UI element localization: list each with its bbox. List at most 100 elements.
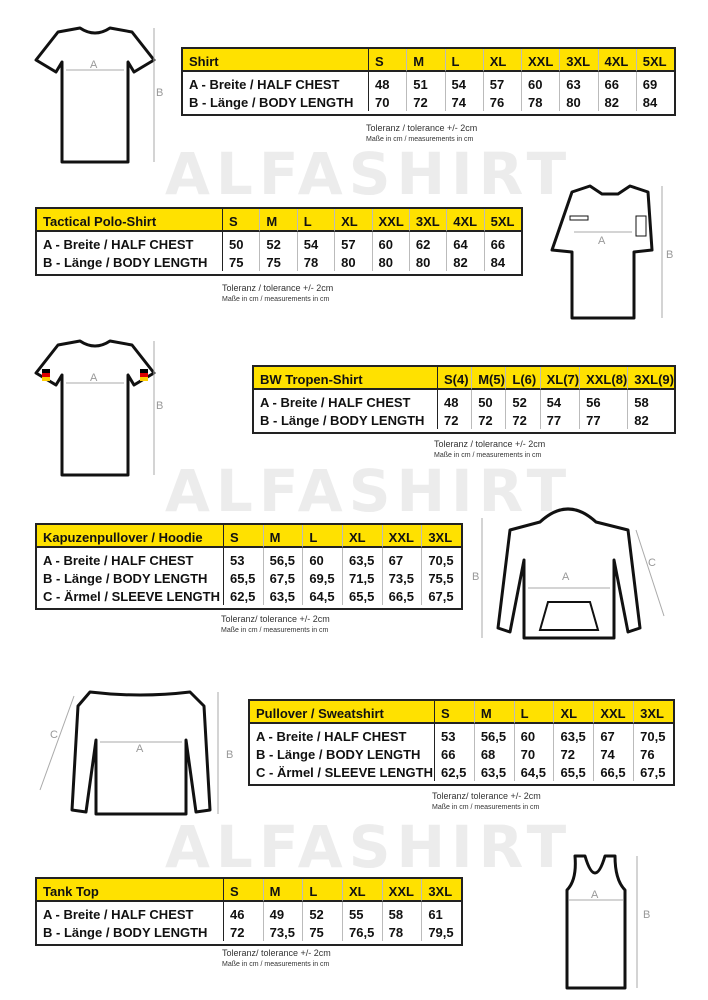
measurement-value: 79,5 xyxy=(421,923,461,941)
bw-shirt-illustration: A B xyxy=(34,339,163,477)
measurement-value: 53 xyxy=(434,724,474,745)
measurement-value: 74 xyxy=(444,93,483,111)
measurement-value: 63,5 xyxy=(473,763,514,781)
measurement-value: 52 xyxy=(505,390,539,411)
row-label: B - Länge / BODY LENGTH xyxy=(43,924,208,940)
measurement-value: 56,5 xyxy=(473,724,514,745)
measurement-value: 60 xyxy=(371,232,409,253)
size-header: S xyxy=(223,879,263,902)
watermark: ALFASHIRT xyxy=(165,457,573,525)
svg-text:A: A xyxy=(562,571,570,583)
tshirt-illustration: A B xyxy=(34,26,163,164)
measurement-value: 57 xyxy=(334,232,371,253)
size-header: L xyxy=(513,701,554,724)
measurement-value: 82 xyxy=(446,253,483,271)
measurement-value: 64,5 xyxy=(302,587,342,605)
size-header: XL xyxy=(334,209,372,232)
polo-illustration: A B xyxy=(550,184,673,320)
tolerance-note: Toleranz/ tolerance +/- 2cm Maße in cm / … xyxy=(222,948,331,970)
measurement-value: 77 xyxy=(539,411,580,429)
measurement-value: 77 xyxy=(579,411,627,429)
size-table-tank: Tank Top S M L XL XXL 3XL A - Breite / HALF CHE… xyxy=(35,877,463,946)
units-text: Maße in cm / measurements in cm xyxy=(222,296,330,303)
measurement-value: 58 xyxy=(381,902,422,923)
size-header: 3XL xyxy=(633,701,673,724)
size-header: M xyxy=(259,209,297,232)
measurement-value: 66 xyxy=(483,232,521,253)
measurement-value: 78 xyxy=(521,93,559,111)
measurement-value: 61 xyxy=(421,902,461,923)
measurement-value: 67,5 xyxy=(262,569,303,587)
size-header: S xyxy=(222,209,260,232)
hoodie-illustration: A B C xyxy=(472,507,665,640)
size-header: 5XL xyxy=(635,49,674,72)
watermark: ALFASHIRT xyxy=(165,140,573,208)
measurement-value: 73,5 xyxy=(262,923,303,941)
measurement-value: 76 xyxy=(482,93,521,111)
tolerance-note: Toleranz / tolerance +/- 2cm Maße in cm /… xyxy=(434,439,545,461)
measurement-value: 50 xyxy=(222,232,259,253)
measurement-value: 65,5 xyxy=(553,763,593,781)
size-header: L xyxy=(296,209,335,232)
measurement-value: 72 xyxy=(437,411,471,429)
measurement-value: 60 xyxy=(521,72,559,93)
measurement-value: 66 xyxy=(434,745,474,763)
row-label: B - Länge / BODY LENGTH xyxy=(43,254,208,270)
measurement-value: 63,5 xyxy=(342,548,382,569)
measurement-value: 49 xyxy=(262,902,303,923)
row-label: A - Breite / HALF CHEST xyxy=(256,728,407,744)
measurement-value: 64 xyxy=(446,232,483,253)
measurement-value: 53 xyxy=(223,548,263,569)
measurement-value: 67 xyxy=(593,724,633,745)
size-header: M xyxy=(473,701,514,724)
measurement-value: 76 xyxy=(633,745,673,763)
tolerance-text: Toleranz/ tolerance +/- 2cm xyxy=(432,791,541,801)
measurement-value: 75 xyxy=(302,923,342,941)
measurement-value: 84 xyxy=(635,93,674,111)
size-header: 5XL xyxy=(483,209,521,232)
row-label: A - Breite / HALF CHEST xyxy=(43,236,194,252)
measurement-value: 82 xyxy=(627,411,674,429)
measurement-value: 66 xyxy=(597,72,636,93)
measurement-value: 72 xyxy=(223,923,263,941)
measurement-value: 48 xyxy=(368,72,406,93)
measurement-value: 64,5 xyxy=(513,763,554,781)
measurement-value: 63 xyxy=(559,72,597,93)
svg-text:B: B xyxy=(226,749,233,761)
size-header: 3XL xyxy=(421,879,461,902)
table-title: BW Tropen-Shirt xyxy=(254,367,437,390)
measurement-value: 52 xyxy=(259,232,296,253)
size-header: XL xyxy=(342,525,382,548)
size-header: L(6) xyxy=(505,367,540,390)
table-title: Kapuzenpullover / Hoodie xyxy=(37,525,223,548)
size-header: XL(7) xyxy=(539,367,580,390)
svg-text:A: A xyxy=(136,743,144,755)
measurement-value: 74 xyxy=(593,745,633,763)
svg-text:A: A xyxy=(591,889,599,901)
measurement-value: 54 xyxy=(296,232,334,253)
size-header: 4XL xyxy=(597,49,636,72)
measurement-value: 54 xyxy=(539,390,580,411)
size-header: L xyxy=(302,879,342,902)
measurement-value: 58 xyxy=(627,390,674,411)
measurement-value: 69 xyxy=(635,72,674,93)
measurement-value: 80 xyxy=(408,253,446,271)
row-label: A - Breite / HALF CHEST xyxy=(43,552,194,568)
size-table-shirt: Shirt S M L XL XXL 3XL 4XL 5XL A - Breite / HALF … xyxy=(181,47,676,116)
row-label: C - Ärmel / SLEEVE LENGTH xyxy=(43,588,220,604)
measurement-value: 56,5 xyxy=(262,548,303,569)
measurement-value: 51 xyxy=(406,72,444,93)
svg-text:C: C xyxy=(50,729,58,741)
units-text: Maße in cm / measurements in cm xyxy=(366,136,474,143)
measurement-value: 71,5 xyxy=(342,569,382,587)
watermark: ALFASHIRT xyxy=(165,813,573,881)
measurement-value: 75 xyxy=(259,253,296,271)
size-header: 3XL xyxy=(408,209,447,232)
size-header: 3XL xyxy=(559,49,598,72)
size-table-polo: Tactical Polo-Shirt S M L XL XXL 3XL 4XL 5XL A - … xyxy=(35,207,523,276)
measurement-value: 72 xyxy=(471,411,505,429)
measurement-value: 62 xyxy=(408,232,446,253)
measurement-value: 78 xyxy=(381,923,422,941)
measurement-value: 55 xyxy=(342,902,382,923)
tolerance-note: Toleranz / tolerance +/- 2cm Maße in cm /… xyxy=(222,283,333,305)
